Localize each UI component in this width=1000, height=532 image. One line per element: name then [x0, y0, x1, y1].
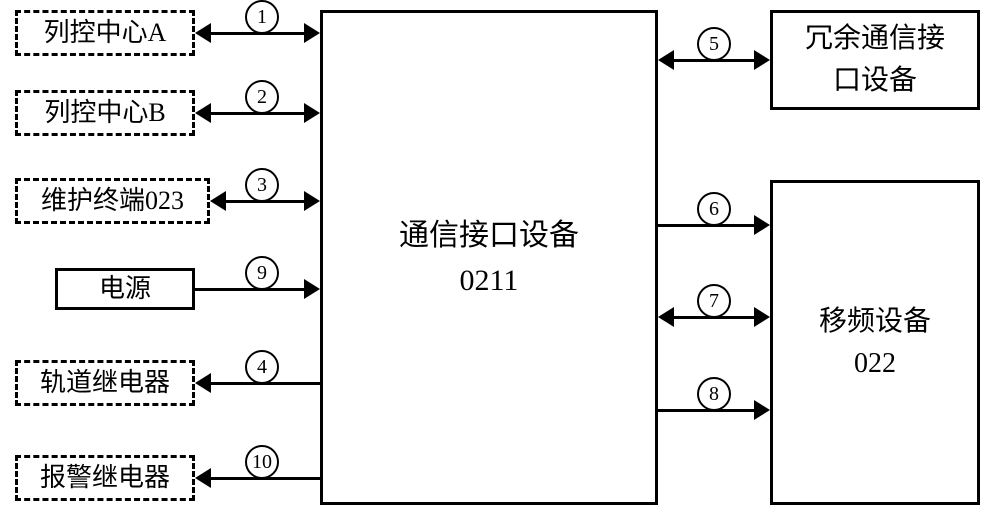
connector-label-9: 9 [245, 256, 279, 290]
circle-text: 6 [709, 198, 719, 221]
circle-text: 7 [709, 290, 719, 313]
label: 列控中心A [44, 15, 167, 51]
arrow-head-icon [195, 468, 211, 488]
arrow-head-icon [658, 50, 674, 70]
arrow-head-icon [304, 103, 320, 123]
connector-label-8: 8 [697, 377, 731, 411]
circle-text: 5 [709, 33, 719, 56]
circle-text: 3 [257, 174, 267, 197]
connector-label-10: 10 [245, 445, 279, 479]
circle-text: 1 [257, 6, 267, 29]
arrow-head-icon [754, 215, 770, 235]
label-line1: 移频设备 [819, 301, 931, 343]
connector-label-4: 4 [245, 350, 279, 384]
maintenance-terminal: 维护终端023 [15, 178, 210, 224]
connector-label-5: 5 [697, 27, 731, 61]
arrow-head-icon [195, 373, 211, 393]
label: 报警继电器 [40, 460, 170, 496]
frequency-shift-device: 移频设备 022 [770, 180, 980, 505]
comm-interface-device: 通信接口设备 0211 [320, 10, 658, 505]
connector-label-2: 2 [245, 80, 279, 114]
arrow-head-icon [195, 103, 211, 123]
block-diagram: 列控中心A 列控中心B 维护终端023 电源 轨道继电器 报警继电器 通信接口设… [0, 0, 1000, 532]
connector-label-3: 3 [245, 168, 279, 202]
circle-text: 4 [257, 356, 267, 379]
arrow-head-icon [304, 191, 320, 211]
circle-text: 9 [257, 262, 267, 285]
arrow-head-icon [304, 23, 320, 43]
arrow-head-icon [754, 400, 770, 420]
label: 轨道继电器 [40, 365, 170, 401]
label-line2: 022 [854, 343, 896, 385]
power-supply: 电源 [55, 268, 195, 310]
redundant-comm-interface-device: 冗余通信接 口设备 [770, 10, 980, 110]
arrow-head-icon [304, 279, 320, 299]
arrow-head-icon [754, 307, 770, 327]
label-line1: 冗余通信接 [805, 18, 945, 60]
track-relay: 轨道继电器 [15, 360, 195, 406]
circle-text: 10 [252, 451, 272, 474]
arrow-line [195, 288, 308, 291]
train-control-center-b: 列控中心B [15, 90, 195, 136]
connector-label-6: 6 [697, 192, 731, 226]
circle-text: 2 [257, 86, 267, 109]
label-line1: 通信接口设备 [399, 213, 579, 258]
connector-label-1: 1 [245, 0, 279, 34]
train-control-center-a: 列控中心A [15, 10, 195, 56]
label: 电源 [99, 271, 151, 307]
label-line2: 0211 [460, 258, 519, 303]
arrow-head-icon [210, 191, 226, 211]
alarm-relay: 报警继电器 [15, 455, 195, 501]
label: 列控中心B [44, 95, 165, 131]
arrow-head-icon [658, 307, 674, 327]
connector-label-7: 7 [697, 284, 731, 318]
arrow-head-icon [195, 23, 211, 43]
label: 维护终端023 [41, 183, 184, 219]
label-line2: 口设备 [833, 60, 917, 102]
arrow-head-icon [754, 50, 770, 70]
circle-text: 8 [709, 383, 719, 406]
